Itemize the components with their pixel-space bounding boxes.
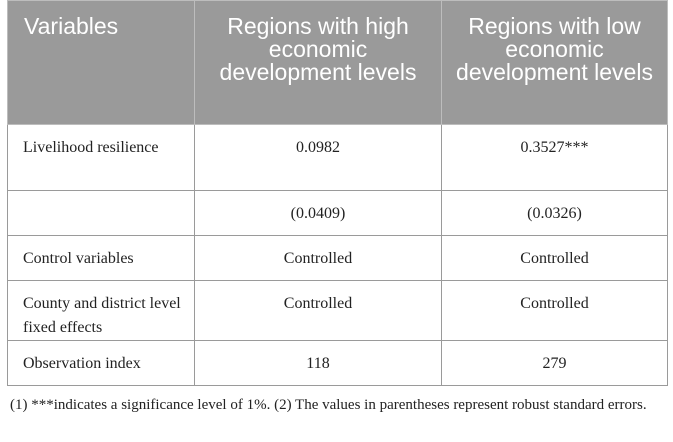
row-label: Control variables: [7, 235, 195, 281]
table-row: Control variables Controlled Controlled: [7, 235, 668, 281]
results-table: Variables Regions with high economic dev…: [7, 0, 668, 386]
row-label: [7, 190, 195, 236]
cell-value: 0.3527***: [441, 124, 668, 191]
header-high-development: Regions with high economic development l…: [194, 0, 442, 125]
table-header-row: Variables Regions with high economic dev…: [7, 0, 668, 125]
cell-value: 0.0982: [194, 124, 442, 191]
row-label: Livelihood resilience: [7, 124, 195, 191]
cell-value: (0.0326): [441, 190, 668, 236]
cell-value: 118: [194, 340, 442, 386]
cell-value: Controlled: [441, 280, 668, 341]
cell-value: Controlled: [194, 280, 442, 341]
cell-value: Controlled: [194, 235, 442, 281]
table-footnote: (1) ***indicates a significance level of…: [10, 397, 647, 413]
table-row: County and district level fixed effects …: [7, 280, 668, 341]
cell-value: (0.0409): [194, 190, 442, 236]
row-label: Observation index: [7, 340, 195, 386]
header-low-development: Regions with low economic development le…: [441, 0, 668, 125]
header-variables: Variables: [7, 0, 195, 125]
table-row: Livelihood resilience 0.0982 0.3527***: [7, 124, 668, 191]
table-row: Observation index 118 279: [7, 340, 668, 386]
cell-value: Controlled: [441, 235, 668, 281]
cell-value: 279: [441, 340, 668, 386]
table-row: (0.0409) (0.0326): [7, 190, 668, 236]
results-table-container: Variables Regions with high economic dev…: [7, 0, 668, 386]
row-label: County and district level fixed effects: [7, 280, 195, 341]
